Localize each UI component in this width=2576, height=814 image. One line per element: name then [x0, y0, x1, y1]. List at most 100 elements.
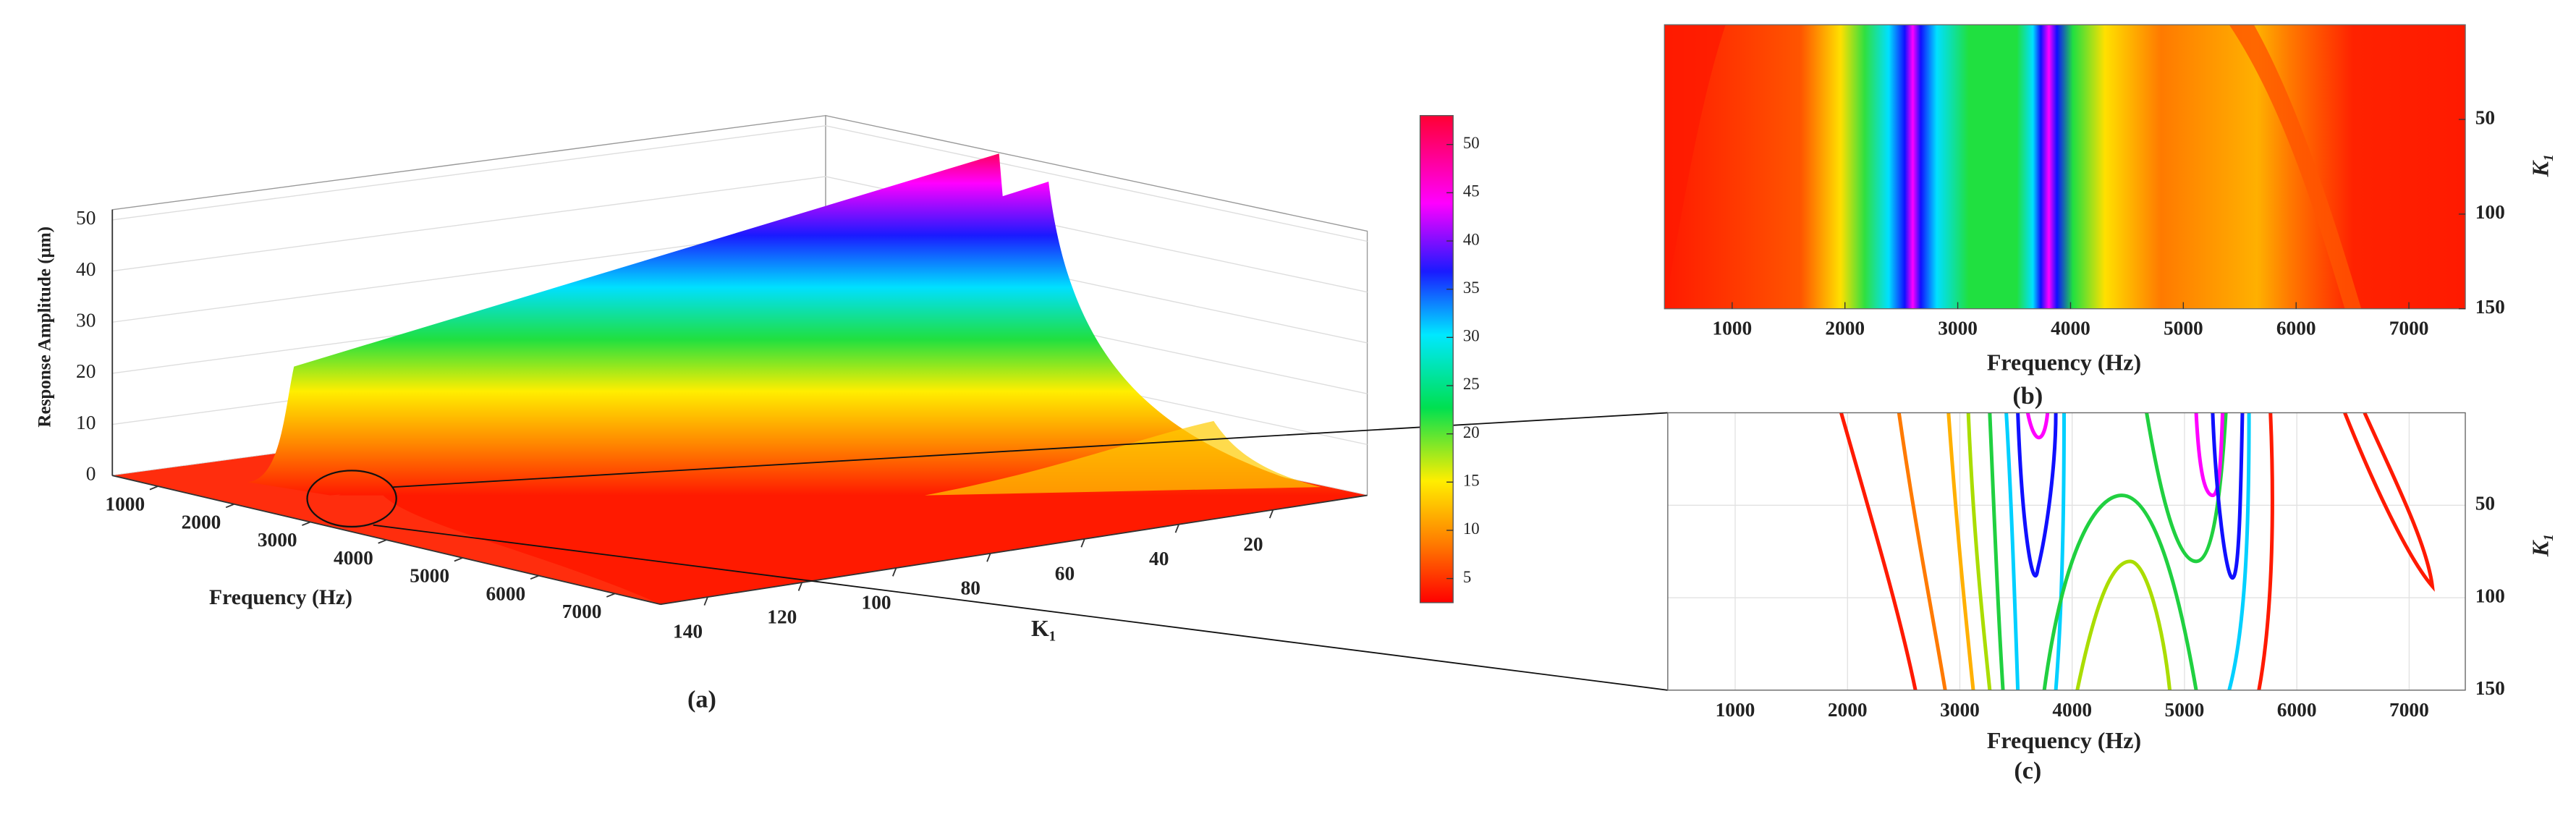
freq-tick-label: 3000 — [258, 529, 297, 551]
contour-line — [2016, 412, 2058, 578]
z-tick-label: 40 — [76, 258, 96, 280]
y-tick-label: 50 — [2475, 493, 2495, 514]
contour-lines — [1839, 412, 2435, 691]
x-tick-label: 4000 — [2052, 699, 2092, 721]
contour-line — [2257, 412, 2274, 691]
tick-mark — [1174, 524, 1179, 533]
contour-line — [2194, 412, 2225, 498]
freq-tick-label: 5000 — [410, 565, 449, 587]
freq-tick-label: 2000 — [182, 511, 221, 533]
colorbar-tick-label: 35 — [1463, 279, 1480, 297]
tick-mark — [454, 557, 463, 562]
z-tick-label: 20 — [76, 360, 96, 382]
panel-label: (b) — [2012, 383, 2043, 410]
contour-line — [2054, 412, 2067, 691]
plot-frame — [1664, 24, 2466, 310]
contour-line — [1839, 412, 1918, 691]
y-tick-label: 100 — [2475, 201, 2505, 223]
freq-axis-label: Frequency (Hz) — [209, 586, 352, 609]
tick-mark — [302, 521, 311, 526]
x-tick-label: 5000 — [2164, 318, 2203, 339]
contour-line — [1966, 412, 1992, 691]
k-axis — [660, 494, 1368, 606]
y-tick-label: 150 — [2475, 296, 2505, 318]
contour-region — [2229, 25, 2362, 309]
zoom-line — [373, 524, 1668, 691]
tick-mark — [892, 567, 897, 577]
y-tick-label: 150 — [2475, 677, 2505, 699]
tick-mark — [606, 593, 616, 598]
tick-mark — [703, 596, 708, 606]
y-axis-label: K₁ — [2528, 533, 2554, 557]
contour-line — [1897, 412, 1947, 691]
contour-line — [2042, 493, 2198, 691]
z-tick-label: 50 — [76, 207, 96, 229]
freq-tick-label: 4000 — [334, 547, 373, 569]
freq-tick-label: 6000 — [486, 582, 525, 604]
z-tick-label: 10 — [76, 412, 96, 433]
contour-line — [2227, 412, 2251, 691]
freq-tick-label: 7000 — [562, 601, 602, 622]
x-tick-label: 4000 — [2051, 318, 2090, 339]
contour-line — [2343, 412, 2435, 592]
tick-mark — [986, 553, 991, 562]
zoom-line — [393, 412, 1668, 488]
freq-tick-label: 1000 — [105, 493, 145, 515]
contour-region — [1664, 25, 1726, 309]
zoom-ellipse — [306, 470, 397, 528]
contour-line — [2075, 559, 2172, 691]
k-tick-label: 140 — [673, 621, 703, 643]
colorbar-tick-label: 50 — [1463, 134, 1480, 152]
x-tick-label: 6000 — [2276, 318, 2316, 339]
x-tick-label: 2000 — [1828, 699, 1868, 721]
contour-line — [1946, 412, 1975, 691]
x-tick-label: 3000 — [1938, 318, 1978, 339]
k-axis-label: K₁ — [1031, 616, 1056, 641]
y-tick-label: 100 — [2475, 585, 2505, 606]
k-tick-label: 100 — [862, 591, 891, 613]
y-tick-label: 50 — [2475, 106, 2495, 128]
colorbar-tick-label: 30 — [1463, 327, 1480, 345]
plot-frame — [1667, 412, 2466, 691]
contour-line — [1988, 412, 2005, 691]
colorbar-tick-label: 45 — [1463, 182, 1480, 200]
k-tick-label: 80 — [961, 577, 980, 598]
x-tick-label: 5000 — [2165, 699, 2205, 721]
z-axis-label: Response Amplitude (μm) — [35, 226, 55, 428]
tick-mark — [225, 503, 234, 509]
colorbar-tick-label: 20 — [1463, 423, 1480, 441]
k-tick-label: 20 — [1243, 533, 1263, 555]
contour-line — [2025, 412, 2050, 439]
tick-mark — [1268, 509, 1274, 519]
panel-label: (c) — [2014, 758, 2041, 784]
x-tick-label: 1000 — [1712, 318, 1752, 339]
tick-mark — [530, 575, 539, 580]
contour-line — [2211, 412, 2245, 580]
colorbar — [1419, 115, 1454, 603]
grid-line — [112, 176, 1368, 293]
surface-ridge — [338, 182, 1368, 605]
grid-line — [112, 125, 1368, 242]
x-axis-label: Frequency (Hz) — [1987, 350, 2141, 376]
tick-mark — [149, 486, 158, 491]
panel-label: (a) — [687, 687, 716, 713]
x-tick-label: 1000 — [1716, 699, 1755, 721]
colorbar-tick-label: 15 — [1463, 472, 1480, 490]
x-tick-label: 6000 — [2277, 699, 2317, 721]
surface-ridge — [924, 420, 1321, 496]
colorbar-tick-label: 40 — [1463, 230, 1480, 248]
tick-mark — [797, 582, 803, 591]
x-tick-label: 2000 — [1825, 318, 1865, 339]
z-tick-label: 30 — [76, 310, 96, 331]
grid — [1667, 412, 2466, 691]
colorbar-tick-label: 25 — [1463, 375, 1480, 393]
freq-axis — [112, 475, 661, 606]
contour-line — [2004, 412, 2020, 690]
k-tick-label: 60 — [1055, 562, 1075, 584]
x-axis-label: Frequency (Hz) — [1987, 728, 2141, 753]
colorbar-tick-label: 10 — [1463, 520, 1480, 538]
contour-line — [2145, 412, 2228, 564]
k-tick-label: 120 — [767, 606, 797, 628]
y-axis-label: K₁ — [2528, 153, 2554, 177]
